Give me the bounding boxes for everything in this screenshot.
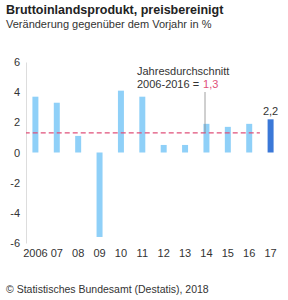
y-tick: -2: [10, 177, 26, 189]
bar: [75, 136, 81, 153]
x-axis-line: [27, 243, 281, 244]
annotation-leader: [205, 92, 206, 133]
x-tick-label: 2006: [23, 247, 47, 259]
plot-area: [26, 91, 274, 237]
y-tick-label: 2: [14, 116, 20, 128]
annotation-text: 2006-2016 =: [137, 78, 199, 90]
x-tick: 16: [243, 243, 255, 259]
y-tick-label: -4: [10, 207, 20, 219]
y-tick-label: 4: [14, 86, 20, 98]
bar: [32, 97, 38, 153]
x-tick: 15: [222, 243, 234, 259]
bar: [182, 145, 188, 153]
x-tick-label: 09: [93, 247, 105, 259]
reference-label: 1,3: [203, 78, 218, 90]
x-tick-label: 08: [72, 247, 84, 259]
x-tick-label: 15: [222, 247, 234, 259]
bar: [118, 91, 124, 153]
x-tick-label: 17: [264, 247, 276, 259]
subtitle: Veränderung gegenüber dem Vorjahr in %: [6, 18, 212, 30]
x-tick-label: 13: [179, 247, 191, 259]
x-tick: 08: [72, 243, 84, 259]
annotation: 2006-2016 = 1,3: [137, 78, 218, 90]
x-tick: 10: [115, 243, 127, 259]
x-axis: 2006 07 08 09 10 11 12 13 14 15 16 17: [23, 243, 280, 259]
bar: [203, 124, 209, 153]
chart: Bruttoinlandsprodukt, preisbereinigtVerä…: [0, 0, 288, 300]
x-tick: 11: [137, 243, 148, 259]
bar: [246, 124, 252, 153]
title: Bruttoinlandsprodukt, preisbereinigt: [6, 3, 224, 17]
y-axis-line: [26, 63, 27, 244]
x-tick: 07: [51, 243, 63, 259]
bar: [225, 127, 231, 153]
x-tick-label: 16: [243, 247, 255, 259]
bar: [139, 97, 145, 153]
x-tick-label: 11: [137, 247, 148, 259]
reference-line: [26, 132, 260, 133]
y-tick: -4: [10, 207, 26, 219]
y-axis: -6 -4 -2 0 2 4 6: [10, 56, 26, 249]
bar: [268, 119, 274, 152]
data-label: 2,2: [263, 105, 278, 117]
x-tick: 14: [200, 243, 212, 259]
x-tick-label: 07: [51, 247, 63, 259]
y-tick: 6: [14, 56, 26, 68]
annotation: Jahresdurchschnitt: [137, 65, 229, 77]
x-tick-label: 12: [158, 247, 170, 259]
x-tick: 12: [158, 243, 170, 259]
y-tick: 4: [14, 86, 26, 98]
y-tick-label: -6: [10, 237, 20, 249]
bar: [161, 145, 167, 153]
x-tick: 2006: [23, 243, 47, 259]
y-tick: 2: [14, 116, 26, 128]
y-tick-label: 6: [14, 56, 20, 68]
x-tick: 09: [93, 243, 105, 259]
bar: [54, 103, 60, 153]
source: © Statistisches Bundesamt (Destatis), 20…: [6, 283, 209, 295]
x-tick: 13: [179, 243, 191, 259]
x-tick: 17: [264, 243, 276, 259]
bar: [97, 153, 103, 237]
x-tick-label: 14: [200, 247, 212, 259]
y-tick: 0: [14, 147, 26, 159]
y-tick-label: -2: [10, 177, 20, 189]
y-tick-label: 0: [14, 147, 20, 159]
x-tick-label: 10: [115, 247, 127, 259]
